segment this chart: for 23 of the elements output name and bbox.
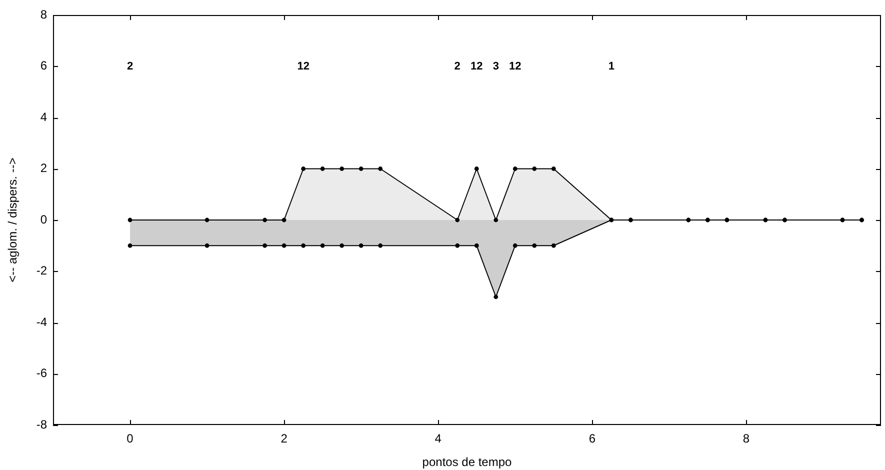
annotation: 3 bbox=[492, 60, 499, 72]
x-tick-label: 2 bbox=[280, 432, 288, 446]
y-tick-label: 8 bbox=[40, 7, 48, 22]
x-tick-label: 0 bbox=[126, 432, 134, 446]
y-tick-label: -8 bbox=[36, 417, 48, 432]
y-tick-label: -4 bbox=[36, 314, 48, 329]
y-tick-label: 2 bbox=[40, 161, 48, 176]
y-tick-label: -2 bbox=[36, 264, 48, 278]
x-tick-label: 6 bbox=[588, 432, 596, 446]
y-axis-title: <-- aglom. / dispers. --> bbox=[6, 158, 20, 282]
annotation: 12 bbox=[509, 60, 522, 72]
annotation: 12 bbox=[470, 60, 483, 72]
x-tick-label: 8 bbox=[742, 432, 750, 446]
y-tick-label: 6 bbox=[40, 58, 48, 73]
x-axis-title: pontos de tempo bbox=[422, 455, 512, 470]
y-tick-label: 4 bbox=[40, 110, 48, 124]
y-tick-label: -6 bbox=[36, 366, 48, 380]
annotation: 2 bbox=[454, 60, 460, 72]
annotation: 12 bbox=[297, 60, 310, 72]
annotation: 1 bbox=[608, 60, 614, 72]
x-tick-label: 4 bbox=[434, 432, 442, 446]
annotation: 2 bbox=[126, 60, 134, 72]
y-tick-label: 0 bbox=[40, 212, 48, 226]
